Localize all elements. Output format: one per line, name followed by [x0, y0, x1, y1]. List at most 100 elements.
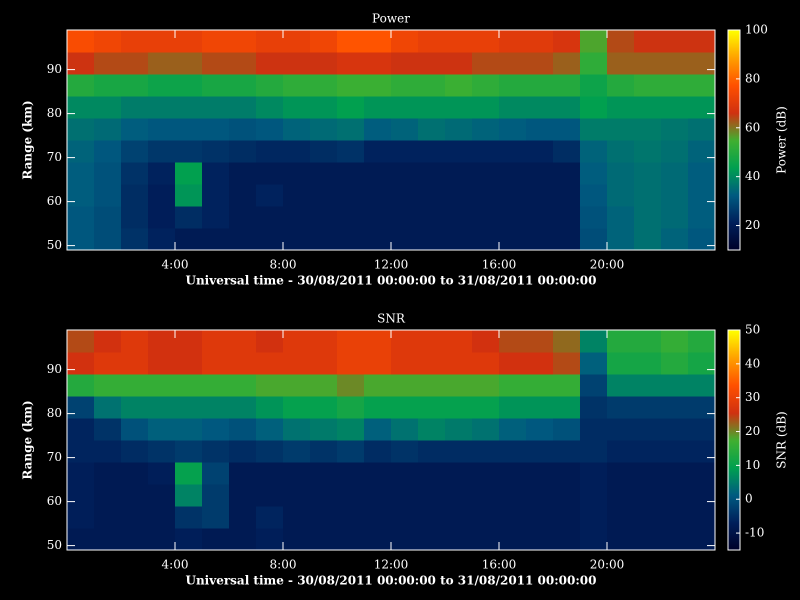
y-tick-label: 70 [47, 450, 62, 464]
x-tick-label: 8:00 [270, 558, 297, 572]
heatmap-cell [121, 30, 149, 53]
heatmap-cell [661, 506, 689, 529]
heatmap-cell [229, 52, 257, 75]
colorbar-segment [728, 520, 740, 523]
heatmap-cell [175, 330, 203, 353]
heatmap-cell [148, 184, 176, 207]
heatmap-cell [67, 352, 95, 375]
y-tick-label: 90 [47, 362, 62, 376]
x-tick-label: 8:00 [270, 258, 297, 272]
colorbar-segment [728, 444, 740, 447]
heatmap-cell [121, 330, 149, 353]
x-tick-label: 16:00 [482, 258, 517, 272]
heatmap-cell [364, 228, 392, 251]
x-tick-label: 20:00 [590, 558, 625, 572]
heatmap-cell [499, 206, 527, 229]
heatmap-cell [94, 206, 122, 229]
colorbar-segment [728, 538, 740, 541]
heatmap-cell [607, 528, 635, 551]
heatmap-cell [310, 206, 338, 229]
colorbar-segment [728, 518, 740, 521]
heatmap-cell [175, 74, 203, 97]
heatmap-cell [364, 396, 392, 419]
heatmap-cell [175, 140, 203, 163]
x-tick-label: 16:00 [482, 558, 517, 572]
colorbar-tick-label: 40 [745, 356, 760, 370]
heatmap-cell [67, 330, 95, 353]
heatmap-cell [310, 396, 338, 419]
heatmap-cell [418, 52, 446, 75]
heatmap-cell [445, 118, 473, 141]
colorbar-segment [728, 446, 740, 449]
colorbar-segment [728, 60, 740, 63]
heatmap-cell [661, 352, 689, 375]
heatmap-cell [121, 440, 149, 463]
colorbar-segment [728, 460, 740, 463]
heatmap-cell [310, 184, 338, 207]
heatmap-cell [229, 118, 257, 141]
heatmap-cell [526, 484, 554, 507]
heatmap-cell [688, 462, 716, 485]
heatmap-cell [445, 418, 473, 441]
heatmap-cell [391, 162, 419, 185]
heatmap-cell [526, 162, 554, 185]
heatmap-cell [175, 206, 203, 229]
heatmap-cell [202, 206, 230, 229]
heatmap-cell [256, 484, 284, 507]
heatmap-cell [202, 184, 230, 207]
heatmap-cell [67, 396, 95, 419]
heatmap-cell [67, 118, 95, 141]
heatmap-cell [634, 74, 662, 97]
heatmap-cell [67, 140, 95, 163]
heatmap-cell [580, 96, 608, 119]
heatmap-cell [526, 206, 554, 229]
colorbar-tick-label: -10 [745, 526, 764, 540]
heatmap-cell [148, 374, 176, 397]
colorbar-segment [728, 514, 740, 517]
heatmap-cell [94, 184, 122, 207]
heatmap-cell [391, 206, 419, 229]
colorbar-segment [728, 394, 740, 397]
heatmap-cell [364, 330, 392, 353]
heatmap-cell [202, 228, 230, 251]
colorbar-segment [728, 170, 740, 173]
colorbar-segment [728, 218, 740, 221]
heatmap-cell [67, 374, 95, 397]
heatmap-cell [634, 396, 662, 419]
colorbar-segment [728, 234, 740, 237]
heatmap-cell [121, 184, 149, 207]
heatmap-cell [499, 30, 527, 53]
heatmap-cell [148, 118, 176, 141]
heatmap-cell [175, 418, 203, 441]
colorbar-segment [728, 382, 740, 385]
colorbar-label: SNR (dB) [775, 411, 789, 468]
heatmap-cell [121, 352, 149, 375]
heatmap-cell [499, 396, 527, 419]
colorbar-segment [728, 132, 740, 135]
heatmap-cell [283, 418, 311, 441]
heatmap-cell [202, 528, 230, 551]
heatmap-cell [364, 30, 392, 53]
colorbar-segment [728, 32, 740, 35]
colorbar-segment [728, 350, 740, 353]
heatmap-cell [688, 162, 716, 185]
colorbar-segment [728, 386, 740, 389]
colorbar-segment [728, 128, 740, 131]
heatmap-cell [445, 462, 473, 485]
heatmap-cell [121, 506, 149, 529]
heatmap-cell [607, 74, 635, 97]
heatmap-cell [256, 330, 284, 353]
heatmap-cell [94, 374, 122, 397]
heatmap-cell [553, 440, 581, 463]
heatmap-cell [175, 96, 203, 119]
heatmap-cell [499, 118, 527, 141]
heatmap-cell [364, 374, 392, 397]
heatmap-cell [553, 506, 581, 529]
heatmap-cell [661, 396, 689, 419]
colorbar-segment [728, 186, 740, 189]
heatmap-cell [364, 118, 392, 141]
colorbar-segment [728, 56, 740, 59]
colorbar-segment [728, 468, 740, 471]
heatmap-cell [175, 228, 203, 251]
heatmap-cell [310, 74, 338, 97]
